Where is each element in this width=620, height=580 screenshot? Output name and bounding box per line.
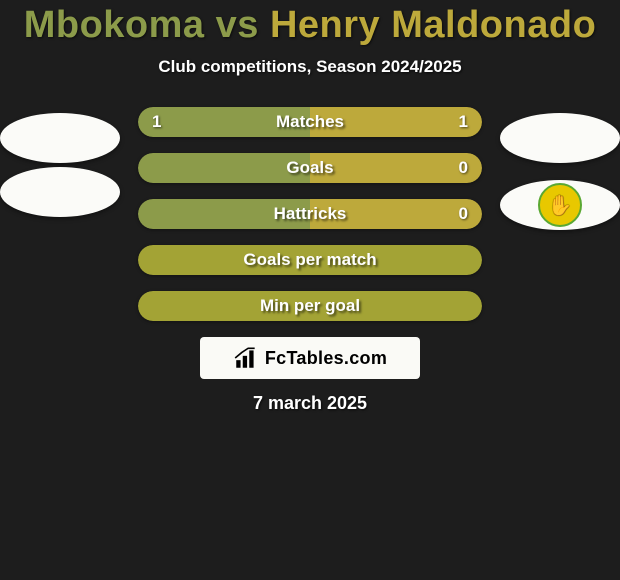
stat-bar: Goals0 — [138, 153, 482, 183]
logo-text: FcTables.com — [265, 348, 387, 369]
page-title: Mbokoma vs Henry Maldonado — [0, 4, 620, 47]
stat-value-right: 1 — [459, 107, 468, 137]
stat-label: Matches — [138, 107, 482, 137]
stat-bar: Min per goal — [138, 291, 482, 321]
stat-row: Goals per match — [0, 237, 620, 283]
player-compare-card: Mbokoma vs Henry Maldonado Club competit… — [0, 0, 620, 580]
stat-label: Goals per match — [138, 245, 482, 275]
stat-row: Min per goal — [0, 283, 620, 329]
vs-text: vs — [205, 4, 270, 46]
crest-right-2: ✋ — [500, 180, 620, 230]
crest-left-2 — [0, 167, 120, 217]
stat-value-right: 0 — [459, 199, 468, 229]
stat-bar: Hattricks0 — [138, 199, 482, 229]
stat-label: Hattricks — [138, 199, 482, 229]
stat-label: Min per goal — [138, 291, 482, 321]
player1-name: Mbokoma — [24, 4, 205, 46]
date: 7 march 2025 — [0, 393, 620, 414]
logo-badge: FcTables.com — [200, 337, 420, 379]
crest-left — [0, 113, 120, 163]
stat-bar: Matches1 1 — [138, 107, 482, 137]
club-badge: ✋ — [538, 183, 582, 227]
player2-name: Henry Maldonado — [270, 4, 596, 46]
badge-hand-icon: ✋ — [548, 193, 573, 218]
stat-value-right: 0 — [459, 153, 468, 183]
stat-bar: Goals per match — [138, 245, 482, 275]
bar-chart-icon — [233, 345, 259, 371]
stat-label: Goals — [138, 153, 482, 183]
crest-right — [500, 113, 620, 163]
subtitle: Club competitions, Season 2024/2025 — [0, 57, 620, 77]
stat-value-left: 1 — [152, 107, 161, 137]
